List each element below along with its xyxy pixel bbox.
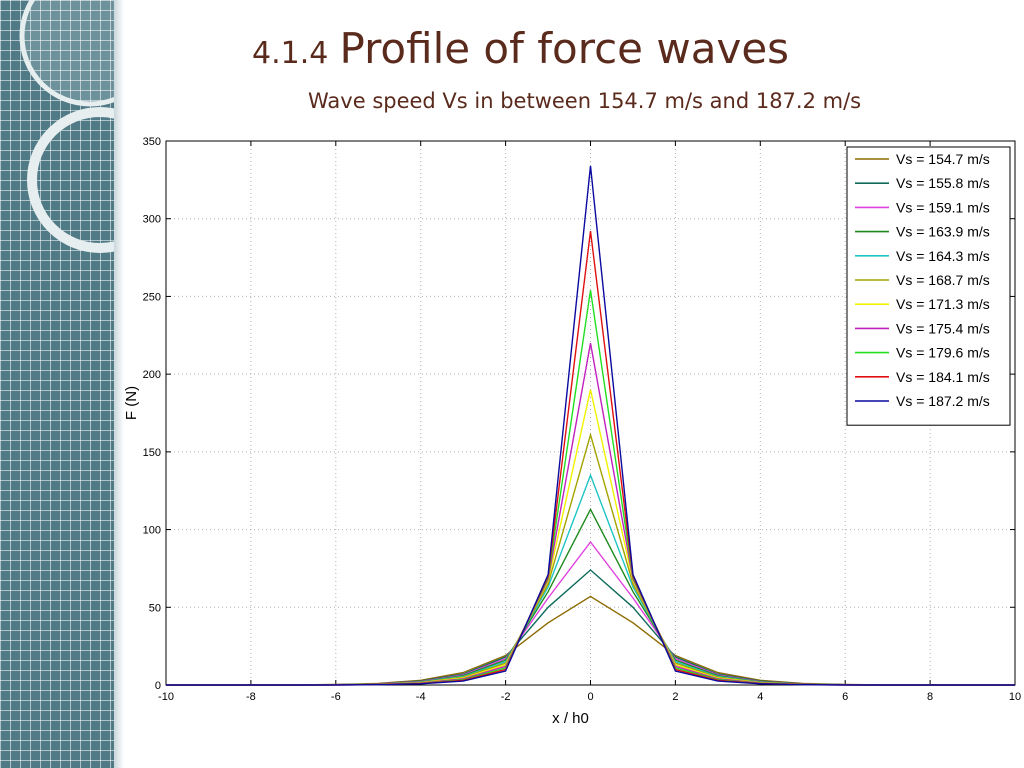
- y-tick-label: 0: [155, 680, 161, 692]
- legend-label: Vs = 159.1 m/s: [896, 199, 990, 215]
- decorative-circles: [19, 0, 114, 253]
- x-tick-label: 0: [587, 691, 593, 703]
- legend-box: [846, 146, 1011, 426]
- legend-label: Vs = 175.4 m/s: [896, 320, 990, 336]
- y-tick-label: 350: [143, 136, 161, 148]
- x-tick-label: -6: [331, 691, 341, 703]
- slide-title: 4.1.4 Profile of force waves: [252, 24, 789, 73]
- x-tick-label: -10: [158, 691, 174, 703]
- sidebar-edge: [114, 0, 124, 768]
- legend-label: Vs = 168.7 m/s: [896, 272, 990, 288]
- legend-label: Vs = 154.7 m/s: [896, 151, 990, 167]
- y-tick-label: 250: [143, 291, 161, 303]
- x-axis-label: x / h0: [552, 710, 589, 727]
- y-tick-label: 100: [143, 525, 161, 537]
- y-axis-label: F (N): [123, 386, 140, 420]
- x-tick-label: -8: [246, 691, 256, 703]
- legend-label: Vs = 171.3 m/s: [896, 296, 990, 312]
- x-tick-label: -2: [501, 691, 511, 703]
- slide-subtitle: Wave speed Vs in between 154.7 m/s and 1…: [308, 89, 862, 113]
- force-wave-chart: -10 -8 -6 -4 -2 0 2 4 6 8 10050100150200250300350x…: [123, 136, 1021, 727]
- legend-label: Vs = 163.9 m/s: [896, 224, 990, 240]
- large-circle-ornament: [19, 0, 114, 107]
- x-tick-label: 4: [757, 691, 763, 703]
- y-tick-label: 50: [149, 602, 161, 614]
- legend-label: Vs = 179.6 m/s: [896, 345, 990, 361]
- section-number: 4.1.4: [252, 36, 329, 71]
- x-tick-label: -4: [416, 691, 426, 703]
- legend-label: Vs = 164.3 m/s: [896, 248, 990, 264]
- series-line: [166, 165, 1015, 686]
- x-tick-label: 6: [842, 691, 848, 703]
- y-tick-label: 200: [143, 369, 161, 381]
- y-tick-label: 150: [143, 447, 161, 459]
- x-tick-label: 10: [1009, 691, 1021, 703]
- legend-label: Vs = 155.8 m/s: [896, 175, 990, 191]
- title-text: Profile of force waves: [339, 24, 790, 73]
- ring-ornament: [27, 107, 114, 253]
- legend-label: Vs = 187.2 m/s: [896, 393, 990, 409]
- legend-label: Vs = 184.1 m/s: [896, 369, 990, 385]
- x-tick-label: 8: [927, 691, 933, 703]
- sidebar-grid-panel: [0, 0, 114, 768]
- y-tick-label: 300: [143, 214, 161, 226]
- x-tick-label: 2: [672, 691, 678, 703]
